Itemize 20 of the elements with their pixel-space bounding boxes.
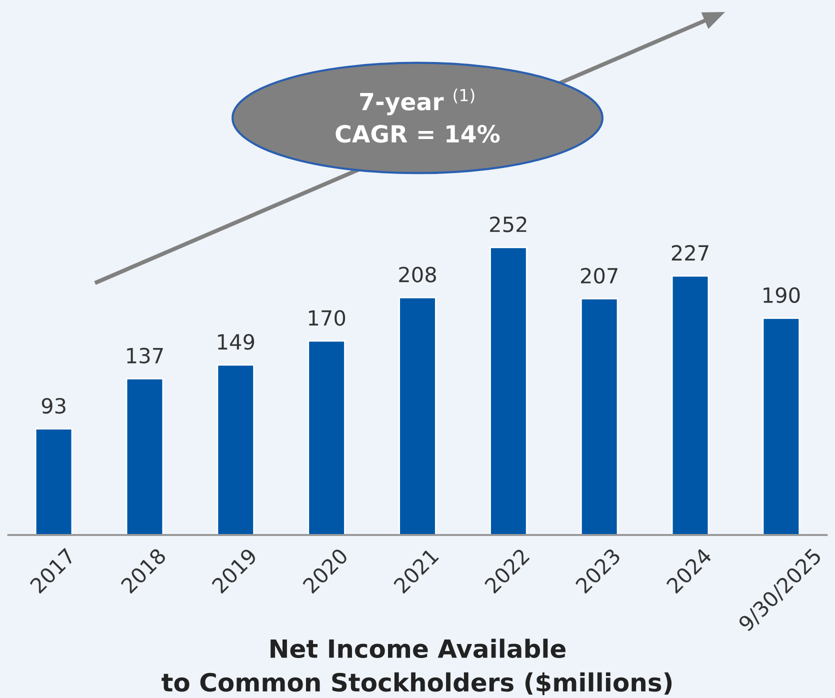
data-label: 93 (42, 398, 66, 414)
text: 7-year $^{(1)}$ CAGR = 14% (336, 88, 500, 143)
data-label: 149 (218, 334, 254, 350)
data-label: 252 (490, 216, 526, 232)
bar (308, 340, 346, 536)
bar (580, 298, 618, 536)
bar (671, 275, 710, 536)
bar (216, 364, 255, 536)
data-label: 190 (764, 287, 800, 303)
bar (34, 428, 73, 536)
data-label: 207 (580, 268, 618, 284)
data-label: 137 (127, 348, 163, 364)
bar (126, 378, 164, 536)
bar (490, 246, 528, 536)
x-axis-title: Net Income Available to Common Stockholders ($millions) (162, 638, 672, 696)
data-label: 227 (672, 245, 708, 260)
data-label: 170 (308, 310, 346, 326)
data-label: 208 (399, 266, 436, 282)
bar (762, 317, 800, 536)
bar (398, 296, 436, 536)
